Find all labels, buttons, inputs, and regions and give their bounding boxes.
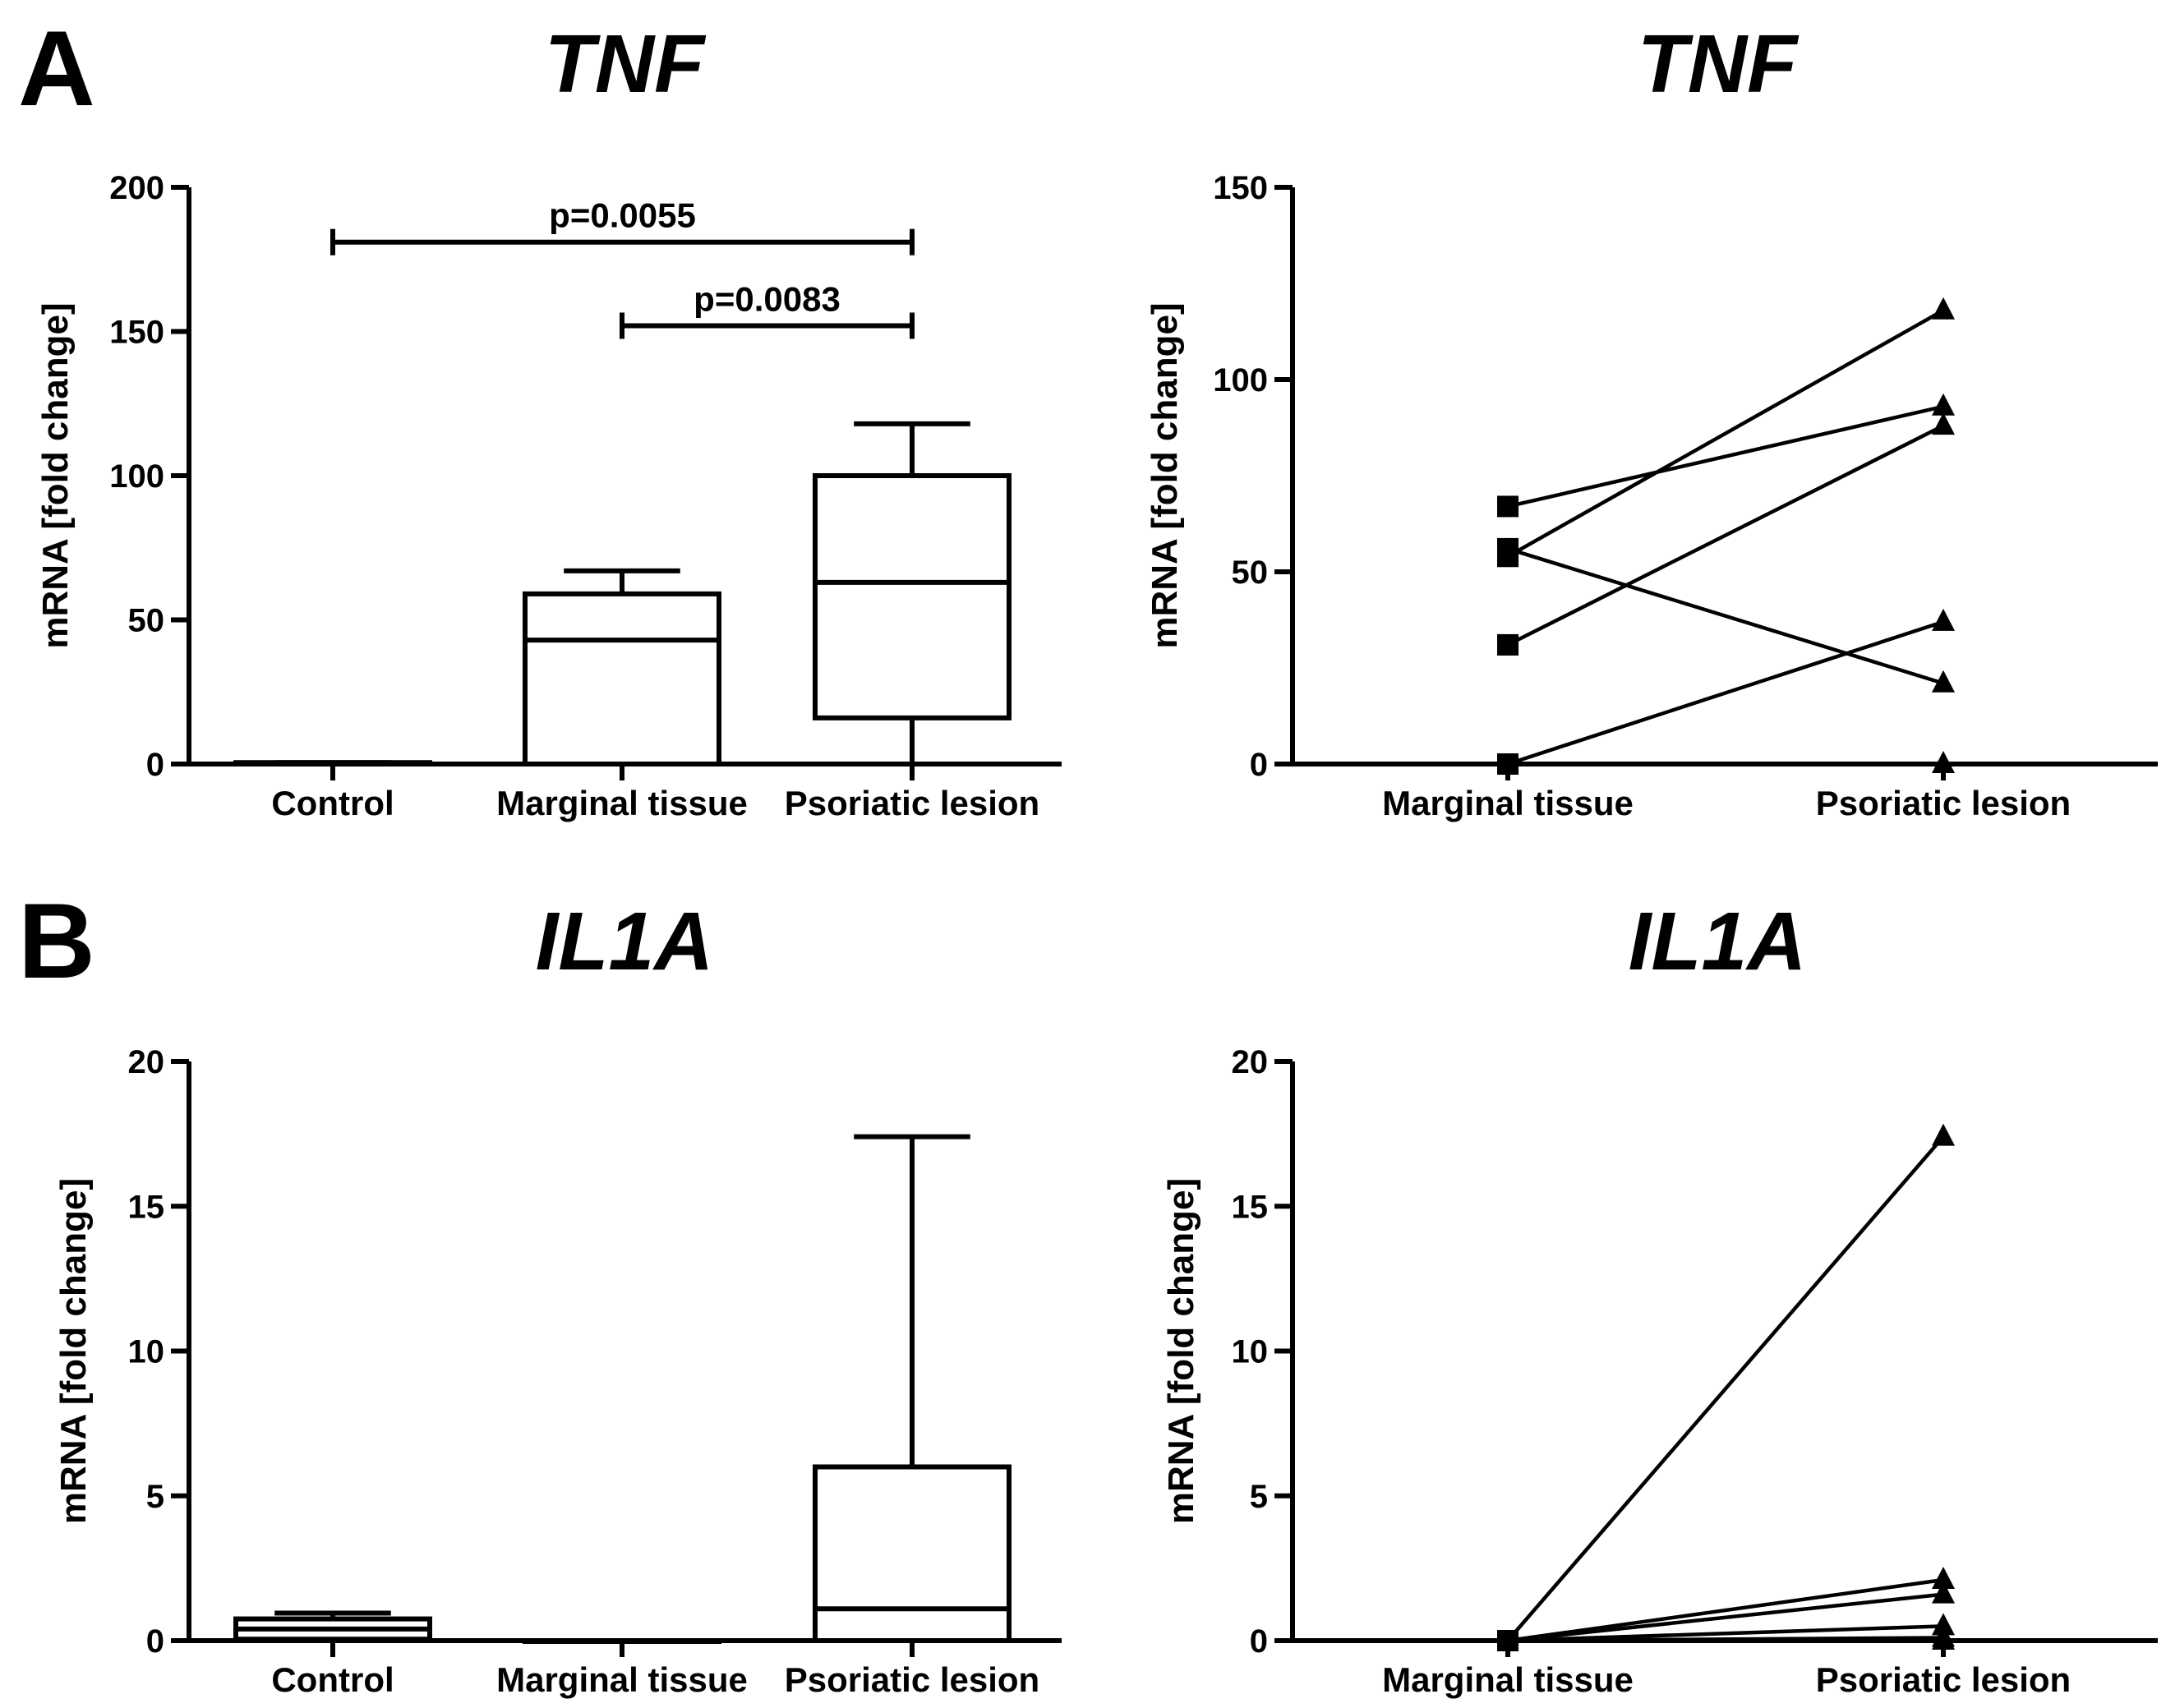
y-tick-label: 5 <box>146 1479 164 1515</box>
x-tick-label: Psoriatic lesion <box>785 784 1039 822</box>
box-body <box>813 473 1012 720</box>
chart-title: IL1A <box>536 895 714 988</box>
chart-3: IL1A mRNA [fold change] 0 5 10 15 20 Control Mar… <box>53 895 1062 1699</box>
series-line <box>1506 424 1945 647</box>
y-tick-label: 0 <box>1250 747 1268 783</box>
p-value-label: p=0.0055 <box>549 196 696 235</box>
triangle-marker <box>1932 1566 1955 1589</box>
chart-1: TNF mRNA [fold change] 0 50 100 150 200 Control… <box>35 18 1062 822</box>
y-tick-label: 20 <box>1232 1044 1269 1080</box>
x-tick-label: Psoriatic lesion <box>1816 784 2071 822</box>
paired-series-1 <box>1497 393 1955 518</box>
x-tick-label: Control <box>271 1660 394 1699</box>
x-tick-label: Psoriatic lesion <box>1816 1660 2071 1699</box>
y-tick-label: 100 <box>109 458 164 495</box>
y-axis-label: mRNA [fold change] <box>35 302 76 648</box>
series-line <box>1507 1592 1944 1643</box>
series-line <box>1507 619 1944 767</box>
series-line <box>1507 1577 1944 1643</box>
box-1 <box>233 1610 432 1643</box>
chart-title: TNF <box>545 18 707 110</box>
y-tick-label: 15 <box>1232 1189 1269 1225</box>
box-1 <box>233 760 432 767</box>
triangle-marker <box>1932 751 1955 773</box>
y-tick-label: 15 <box>128 1189 165 1225</box>
panel-letter-a: A <box>18 8 95 128</box>
panel-letter-b: B <box>18 881 95 1001</box>
square-marker <box>1497 1630 1519 1651</box>
triangle-marker <box>1932 1613 1955 1636</box>
y-tick-label: 200 <box>109 170 164 206</box>
square-marker <box>1497 633 1519 656</box>
box-2 <box>523 568 721 767</box>
square-marker <box>1497 546 1519 568</box>
significance-bracket-1: p=0.0055 <box>330 196 915 256</box>
triangle-marker <box>1932 1123 1955 1146</box>
y-tick-label: 20 <box>128 1044 165 1080</box>
p-value-label: p=0.0083 <box>694 279 841 318</box>
y-axis-label: mRNA [fold change] <box>53 1178 94 1524</box>
triangle-marker <box>1932 608 1955 631</box>
chart-title: IL1A <box>1629 895 1807 988</box>
square-marker <box>1497 495 1519 518</box>
paired-series-1 <box>1497 1123 1955 1651</box>
box-3 <box>813 421 1012 767</box>
y-axis-label: mRNA [fold change] <box>1145 302 1185 648</box>
paired-series-3 <box>1497 297 1955 568</box>
paired-series-6 <box>1497 1627 1955 1651</box>
x-tick-label: Marginal tissue <box>496 1660 748 1699</box>
triangle-marker <box>1932 412 1955 435</box>
series-line <box>1506 1135 1945 1642</box>
triangle-marker <box>1932 670 1955 693</box>
x-tick-label: Control <box>271 784 394 822</box>
chart-4: IL1A mRNA [fold change] 0 5 10 15 20 Marginal t… <box>1161 895 2158 1699</box>
significance-bracket-2: p=0.0083 <box>620 279 915 339</box>
y-tick-label: 5 <box>1250 1479 1268 1515</box>
paired-series-5 <box>1497 608 1955 775</box>
triangle-marker <box>1932 297 1955 320</box>
series-line <box>1507 546 1944 685</box>
y-tick-label: 0 <box>1250 1623 1268 1660</box>
paired-series-4 <box>1497 412 1955 656</box>
y-tick-label: 50 <box>128 603 165 639</box>
triangle-marker <box>1932 1627 1955 1650</box>
paired-series-6 <box>1497 751 1955 775</box>
chart-2: TNF mRNA [fold change] 0 50 100 150 Marginal t… <box>1145 18 2158 822</box>
y-tick-label: 50 <box>1232 555 1269 591</box>
square-marker <box>1497 753 1519 775</box>
y-tick-label: 0 <box>146 1623 164 1660</box>
y-tick-label: 100 <box>1213 362 1268 398</box>
chart-title: TNF <box>1638 18 1800 110</box>
box-body <box>813 1464 1012 1643</box>
y-tick-label: 150 <box>1213 170 1268 206</box>
series-line <box>1506 308 1945 559</box>
y-tick-label: 10 <box>128 1334 165 1370</box>
y-tick-label: 10 <box>1232 1334 1269 1370</box>
triangle-marker <box>1932 1581 1955 1604</box>
y-tick-label: 0 <box>146 747 164 783</box>
series-line <box>1507 404 1944 509</box>
x-tick-label: Psoriatic lesion <box>785 1660 1039 1699</box>
x-tick-label: Marginal tissue <box>496 784 748 822</box>
x-tick-label: Marginal tissue <box>1382 1660 1634 1699</box>
series-line <box>1507 1624 1944 1643</box>
box-3 <box>813 1134 1012 1643</box>
x-tick-label: Marginal tissue <box>1382 784 1634 822</box>
box-body <box>523 591 721 767</box>
y-tick-label: 150 <box>109 315 164 351</box>
triangle-marker <box>1932 393 1955 416</box>
y-axis-label: mRNA [fold change] <box>1161 1178 1201 1524</box>
